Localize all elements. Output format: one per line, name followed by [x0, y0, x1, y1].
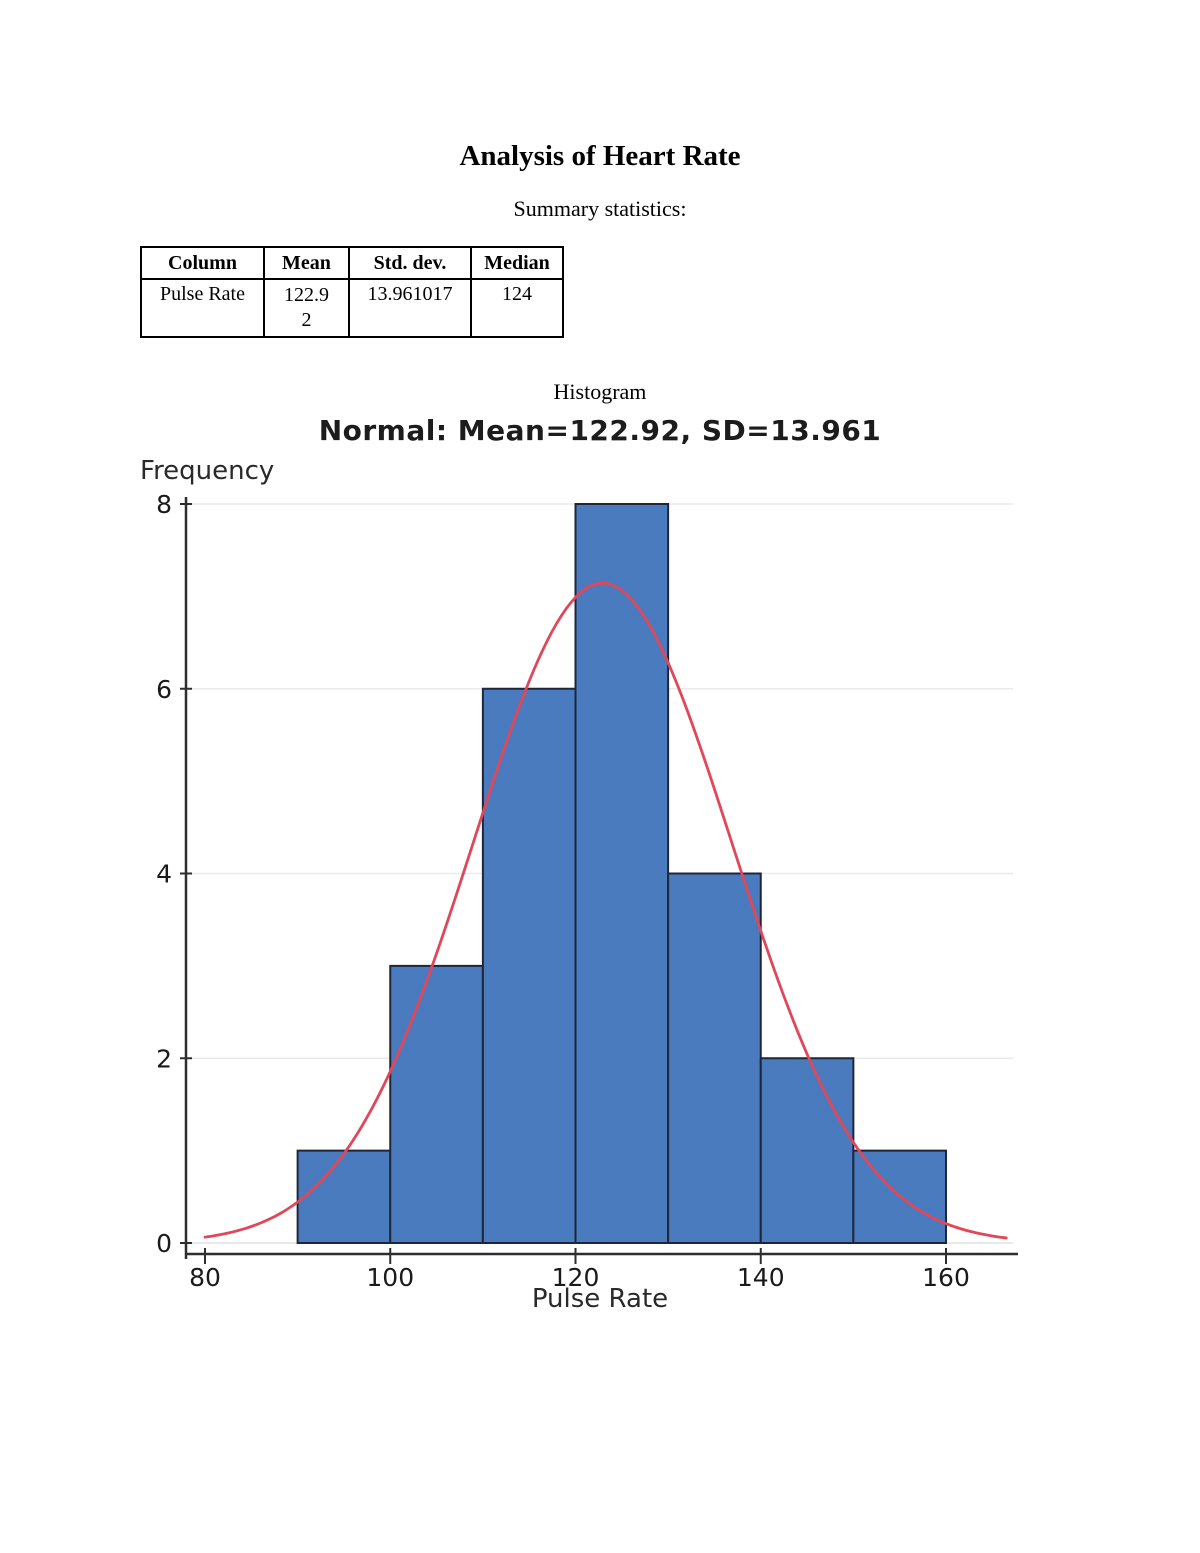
- y-tick-label: 2: [156, 1044, 172, 1073]
- x-tick-label: 100: [366, 1263, 414, 1292]
- normal-curve: [203, 581, 1008, 1240]
- x-axis-label: Pulse Rate: [531, 1284, 669, 1314]
- summary-table-header-row: Column Mean Std. dev. Median: [140, 246, 564, 280]
- chart-title: Normal: Mean=122.92, SD=13.961: [318, 414, 882, 447]
- cell-median-value: 124: [470, 278, 564, 338]
- y-tick-label: 0: [156, 1229, 172, 1258]
- histogram-plot: 0 2 4 6 8 80 100 120 140 160: [156, 490, 1018, 1292]
- histogram-bar: [759, 1057, 855, 1244]
- cell-column-name: Pulse Rate: [140, 278, 265, 338]
- histogram-bar: [667, 872, 762, 1244]
- histogram-bar: [296, 1149, 392, 1244]
- histogram-bar: [389, 964, 484, 1244]
- summary-table-row: Pulse Rate 122.92 13.961017 124: [140, 278, 564, 338]
- y-axis-label: Frequency: [140, 456, 275, 486]
- column-header-std-dev: Std. dev.: [348, 246, 472, 280]
- column-header-median: Median: [470, 246, 564, 280]
- x-tick-label: 80: [189, 1263, 221, 1292]
- cell-mean-value: 122.92: [263, 278, 350, 338]
- summary-statistics-heading: Summary statistics:: [513, 196, 687, 221]
- histogram-bar: [481, 687, 577, 1244]
- x-tick-label: 160: [922, 1263, 970, 1292]
- summary-table: Column Mean Std. dev. Median Pulse Rate …: [140, 246, 564, 338]
- mean-value-text: 122.92: [284, 284, 329, 331]
- x-tick-label: 140: [737, 1263, 785, 1292]
- column-header-column: Column: [140, 246, 265, 280]
- histogram-chart: Frequency 0 2 4 6 8 80 100 120 140 160 Pulse Rate: [130, 455, 1070, 1330]
- y-tick-label: 4: [156, 860, 172, 889]
- page-title: Analysis of Heart Rate: [459, 140, 741, 172]
- cell-std-dev-value: 13.961017: [348, 278, 472, 338]
- y-tick-label: 6: [156, 675, 172, 704]
- column-header-mean: Mean: [263, 246, 350, 280]
- x-tick-label: 120: [552, 1263, 600, 1292]
- y-tick-label: 8: [156, 490, 172, 519]
- histogram-bar: [574, 503, 670, 1244]
- histogram-section-heading: Histogram: [553, 379, 647, 404]
